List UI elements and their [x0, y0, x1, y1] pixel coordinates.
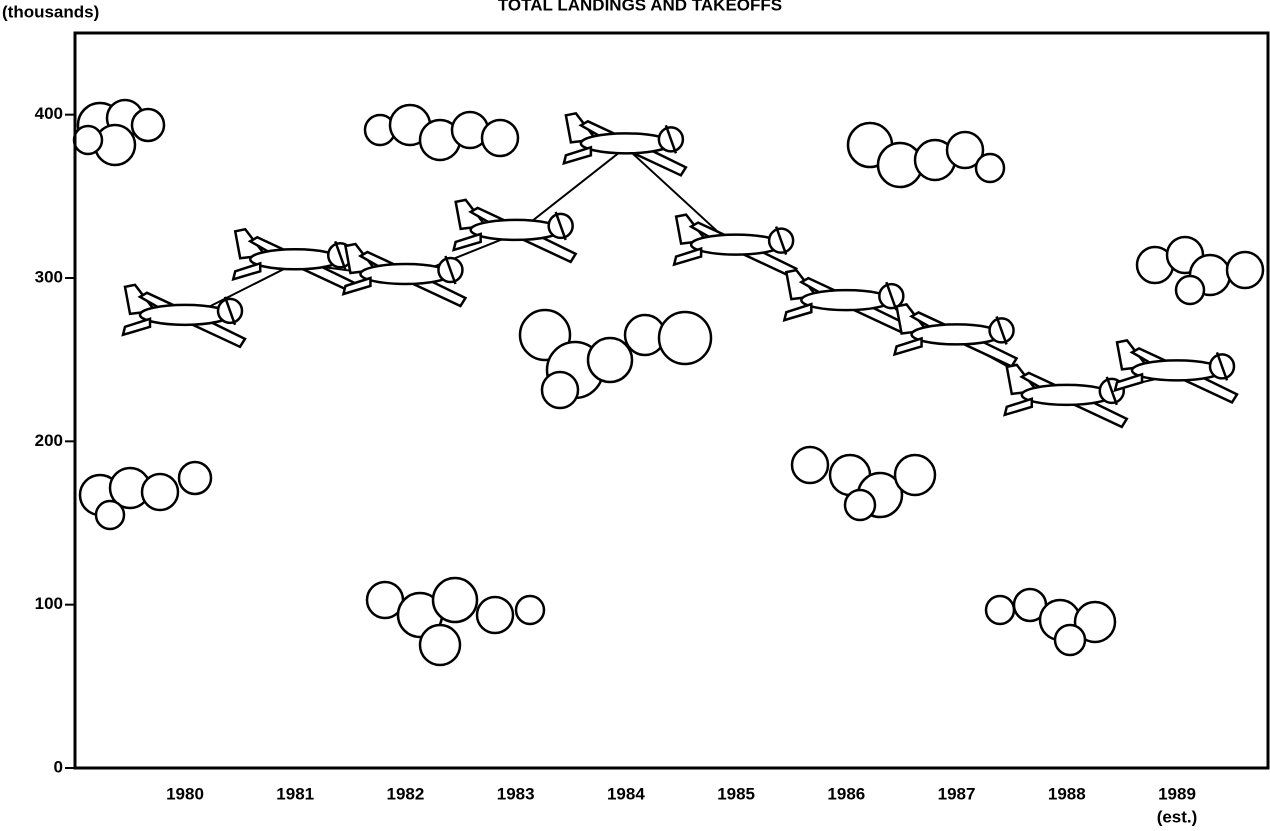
y-tick-label: 200 — [35, 431, 63, 450]
y-tick-label: 300 — [35, 267, 63, 286]
plane-marker — [121, 283, 247, 349]
plane-marker — [451, 198, 578, 264]
plane-marker — [1113, 338, 1239, 404]
y-tick-label: 0 — [54, 757, 63, 776]
x-tick-label: 1983 — [497, 784, 535, 803]
plane-body — [469, 218, 562, 242]
plane-marker — [672, 213, 798, 279]
x-tick-label: 1986 — [827, 784, 865, 803]
clouds — [72, 98, 1265, 667]
plane-tailplane — [121, 317, 152, 337]
plane-body — [689, 233, 783, 256]
plane-marker — [562, 111, 688, 177]
cloud — [78, 460, 213, 531]
plane-tailplane — [1113, 372, 1144, 393]
x-tick-label: 1982 — [387, 784, 425, 803]
plane-propeller-blade — [995, 316, 1008, 345]
plane-tailplane — [451, 232, 482, 252]
plane-marker — [341, 242, 468, 308]
plane-body — [359, 262, 452, 286]
plane-tailplane — [892, 336, 923, 357]
plane-marker — [782, 268, 909, 334]
plane-body — [800, 288, 893, 312]
plane-marker — [231, 227, 358, 293]
plane-propeller-blade — [774, 226, 788, 256]
cloud — [518, 308, 713, 410]
plot-frame — [73, 31, 1270, 770]
plane-tailplane — [231, 261, 262, 282]
plane-body — [248, 248, 342, 271]
cloud — [790, 445, 937, 522]
plane-propeller-blade — [1105, 376, 1118, 406]
x-tick-label: 1984 — [607, 784, 645, 803]
plane-body — [138, 303, 232, 327]
plane-tailplane — [1003, 397, 1034, 417]
plane-propeller-blade — [334, 240, 347, 270]
plane-body — [910, 323, 1003, 346]
x-tick-label: 1988 — [1048, 784, 1086, 803]
plane-tailplane — [341, 276, 372, 296]
plane-propeller-blade — [885, 281, 898, 311]
cloud — [984, 587, 1117, 657]
annotation: (est.) — [1157, 807, 1198, 826]
y-axis-label: (thousands) — [2, 2, 99, 21]
plane-tailplane — [562, 145, 593, 166]
cloud — [846, 121, 1006, 189]
plane-propeller-blade — [664, 124, 678, 154]
plane-propeller-blade — [444, 255, 457, 285]
cloud — [72, 98, 166, 167]
x-tick-label: 1981 — [276, 784, 314, 803]
chart-title: TOTAL LANDINGS AND TAKEOFFS — [498, 0, 782, 14]
plane-tailplane — [672, 246, 703, 267]
plane-propeller-blade — [554, 211, 567, 241]
cloud — [1135, 235, 1265, 306]
plane-body — [1130, 359, 1224, 382]
y-tick-label: 400 — [35, 104, 63, 123]
y-tick-label: 100 — [35, 594, 63, 613]
plane-body — [1020, 383, 1114, 407]
plane-body — [579, 132, 673, 155]
cloud — [363, 103, 520, 162]
plane-propeller-blade — [223, 296, 237, 326]
cloud — [365, 576, 546, 667]
plane-tailplane — [782, 302, 813, 322]
x-tick-label: 1985 — [717, 784, 755, 803]
x-tick-label: 1989 — [1158, 784, 1196, 803]
x-tick-label: 1980 — [166, 784, 204, 803]
plane-marker — [892, 303, 1019, 369]
x-tick-label: 1987 — [938, 784, 976, 803]
plane-propeller-blade — [1215, 351, 1229, 381]
plane-marker — [1003, 363, 1129, 429]
